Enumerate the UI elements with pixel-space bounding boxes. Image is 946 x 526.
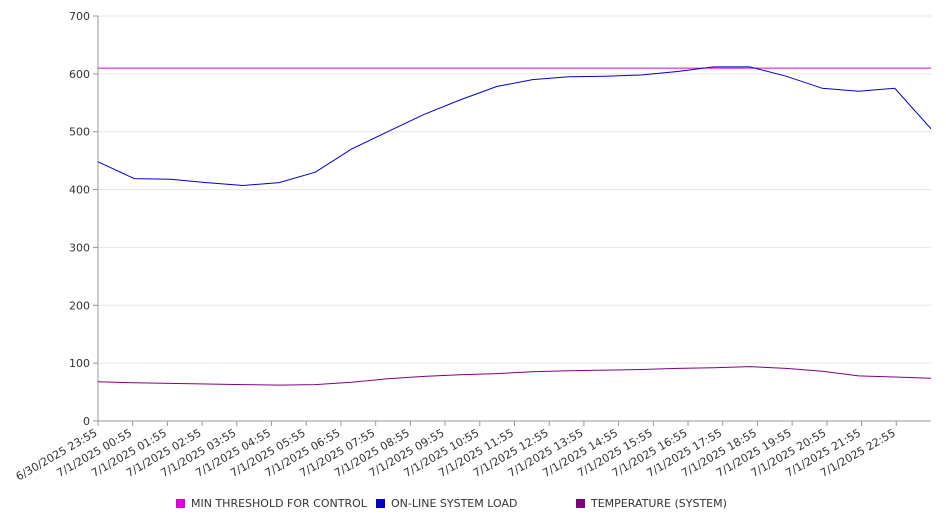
legend-label-temperature: TEMPERATURE (SYSTEM) [591,497,727,510]
legend-label-min-threshold: MIN THRESHOLD FOR CONTROL [191,497,367,510]
x-axis-tick-labels: 6/30/2025 23:557/1/2025 00:557/1/2025 01… [14,426,898,483]
legend-item-temperature: TEMPERATURE (SYSTEM) [576,497,727,510]
y-tick-label: 500 [69,126,90,139]
legend-swatch-system-load [376,499,385,508]
series-line-1 [97,66,932,187]
y-tick-label: 300 [69,241,90,254]
y-tick-label: 0 [83,415,90,428]
legend-label-system-load: ON-LINE SYSTEM LOAD [391,497,518,510]
y-axis-tick-labels: 0 100 200 300 400 500 600 700 [69,10,90,428]
y-tick-label: 200 [69,299,90,312]
axes [93,15,931,426]
y-tick-label: 400 [69,184,90,197]
y-tick-label: 600 [69,68,90,81]
legend-item-min-threshold: MIN THRESHOLD FOR CONTROL [176,497,367,510]
grid-lines [98,15,931,364]
legend-swatch-temperature [576,499,585,508]
series-line-2 [97,366,932,386]
legend-item-system-load: ON-LINE SYSTEM LOAD [376,497,517,510]
legend: MIN THRESHOLD FOR CONTROL ON-LINE SYSTEM… [0,497,946,515]
y-tick-label: 700 [69,10,90,23]
series-lines [97,66,932,386]
legend-swatch-min-threshold [176,499,185,508]
y-tick-label: 100 [69,357,90,370]
